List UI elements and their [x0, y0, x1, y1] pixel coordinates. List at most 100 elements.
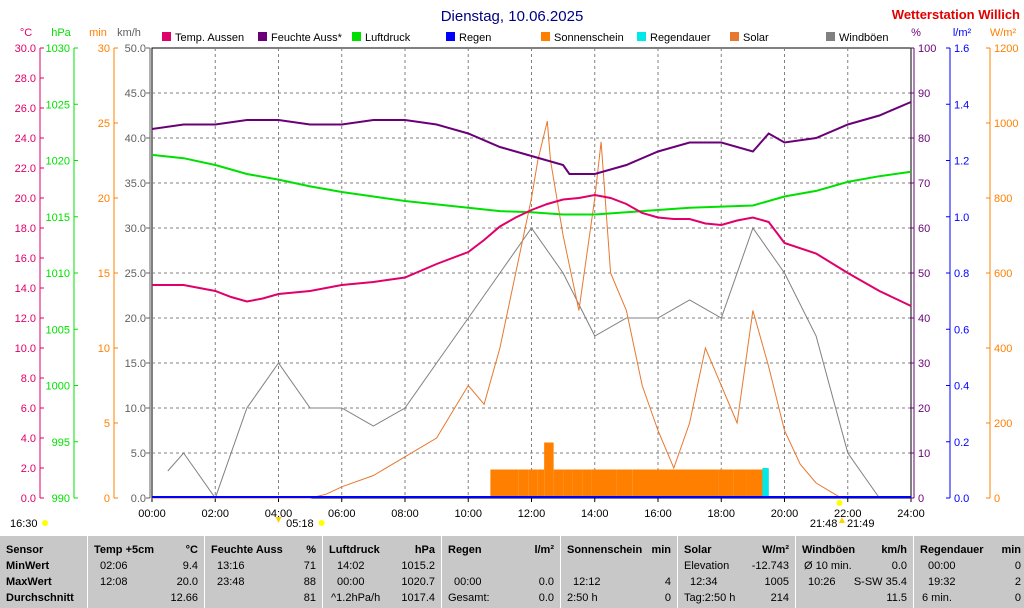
x-tick-label-7: 14:00: [581, 508, 609, 520]
pressure-tick-label-3: 1005: [46, 324, 70, 336]
temp-tick-label-13: 26.0: [15, 103, 36, 115]
stats-pressure-max-time: 00:00: [337, 576, 365, 588]
pressure-tick-label-1: 995: [52, 437, 70, 449]
wind-tick-label-7: 35.0: [125, 178, 146, 190]
humidity-tick-label-5: 50: [918, 268, 930, 280]
temp-tick-label-9: 18.0: [15, 223, 36, 235]
stats-solar-unit: W/m²: [762, 544, 789, 556]
sunshine-bar-2: [528, 469, 538, 498]
humidity-series: [151, 101, 912, 175]
pressure-tick-label-7: 1025: [46, 99, 70, 111]
stats-wind-avg10-label: Ø 10 min.: [804, 560, 852, 572]
temp-tick-label-11: 22.0: [15, 163, 36, 175]
x-tick-label-0: 00:00: [138, 508, 166, 520]
x-tick-label-9: 18:00: [707, 508, 735, 520]
minutes-tick-label-6: 30: [98, 43, 110, 55]
stats-solar-col: Solar W/m² Elevation -12.743 12:34 1005 …: [677, 536, 795, 608]
wind-tick-label-6: 30.0: [125, 223, 146, 235]
rain-tick-label-7: 1.4: [954, 99, 969, 111]
sunshine-bar-5: [553, 469, 564, 498]
x-tick-label-11: 22:00: [834, 508, 862, 520]
temp-tick-label-7: 14.0: [15, 283, 36, 295]
x-tick-label-4: 08:00: [391, 508, 419, 520]
wind-tick-label-8: 40.0: [125, 133, 146, 145]
rain-unit-label: l/m²: [953, 27, 972, 39]
minutes-tick-label-3: 15: [98, 268, 110, 280]
legend-swatch-5: [637, 32, 646, 41]
solar-series: [152, 120, 842, 499]
sunshine-bar-1: [518, 469, 529, 498]
legend-swatch-7: [826, 32, 835, 41]
solar-tick-label-6: 1200: [994, 43, 1018, 55]
legend-swatch-0: [162, 32, 171, 41]
chart-title: Dienstag, 10.06.2025: [441, 8, 584, 25]
stats-rainduration-col: Regendauer min 00:00 0 19:32 2 6 min. 0: [913, 536, 1024, 608]
stats-wind-header: Windböen: [802, 544, 856, 556]
stats-pressure-max-value: 1020.7: [401, 576, 435, 588]
rainduration-bar-1: [765, 468, 769, 498]
stats-rain-total-label: Gesamt:: [448, 592, 490, 604]
minutes-tick-label-0: 0: [104, 493, 110, 505]
rain-tick-label-1: 0.2: [954, 437, 969, 449]
sunshine-bar-7: [572, 469, 583, 498]
stats-solar-day: Tag:2:50 h: [684, 592, 736, 604]
temp-tick-label-15: 30.0: [15, 43, 36, 55]
stats-wind-col: Windböen km/h Ø 10 min. 0.0 10:26 S-SW 3…: [795, 536, 913, 608]
sunshine-bar-3: [537, 469, 545, 498]
sunshine-bar-10: [616, 469, 633, 498]
x-tick-label-2: 04:00: [265, 508, 293, 520]
humidity-unit-label: %: [911, 27, 921, 39]
stats-pressure-col: Luftdruck hPa 14:02 1015.2 00:00 1020.7 …: [322, 536, 441, 608]
humidity-tick-label-7: 70: [918, 178, 930, 190]
legend-label-4: Sonnenschein: [554, 32, 624, 44]
temp-tick-label-0: 0.0: [21, 493, 36, 505]
sunshine-bar-4: [544, 442, 554, 498]
stats-solar-elevation-value: -12.743: [751, 560, 789, 572]
stats-wind-max-time: 10:26: [808, 576, 836, 588]
stats-rain-max-value: 0.0: [538, 576, 554, 588]
solar-tick-label-0: 0: [994, 493, 1000, 505]
stats-sunshine-total: 2:50 h: [567, 592, 598, 604]
stats-rainduration-min-value: 0: [1014, 560, 1021, 572]
x-tick-label-3: 06:00: [328, 508, 356, 520]
stats-pressure-min-value: 1015.2: [401, 560, 435, 572]
stats-label-max: MaxWert: [6, 576, 52, 588]
solar-unit-label: W/m²: [990, 27, 1017, 39]
rainduration-bar-0: [762, 468, 766, 498]
stats-label-avg: Durchschnitt: [6, 592, 74, 604]
dusk-time: 21:49: [847, 518, 875, 530]
rain-tick-label-0: 0.0: [954, 493, 969, 505]
x-tick-label-12: 24:00: [897, 508, 925, 520]
x-tick-label-6: 12:00: [518, 508, 546, 520]
wind-unit-label: km/h: [117, 27, 141, 39]
wind-tick-label-5: 25.0: [125, 268, 146, 280]
humidity-tick-label-9: 90: [918, 88, 930, 100]
stats-pressure-avg-value: 1017.4: [401, 592, 435, 604]
sunshine-bar-11: [632, 469, 719, 498]
wind-tick-label-3: 15.0: [125, 358, 146, 370]
solar-tick-label-3: 600: [994, 268, 1012, 280]
temp-tick-label-14: 28.0: [15, 73, 36, 85]
stats-rainduration-min-time: 00:00: [928, 560, 956, 572]
pressure-tick-label-4: 1010: [46, 268, 70, 280]
stats-rain-total-value: 0.0: [538, 592, 554, 604]
humidity-tick-label-3: 30: [918, 358, 930, 370]
stats-humidity-avg-value: 81: [303, 592, 316, 604]
stats-rainduration-header: Regendauer: [920, 544, 984, 556]
stats-pressure-min-time: 14:02: [337, 560, 365, 572]
rain-tick-label-4: 0.8: [954, 268, 969, 280]
pressure-series: [151, 153, 912, 216]
stats-temp-header: Temp +5cm: [94, 544, 155, 556]
humidity-tick-label-1: 10: [918, 448, 930, 460]
station-name: Wetterstation Willich: [892, 7, 1020, 22]
sunshine-bar-12: [718, 469, 734, 498]
legend-swatch-6: [730, 32, 739, 41]
humidity-tick-label-8: 80: [918, 133, 930, 145]
wind-tick-label-0: 0.0: [131, 493, 146, 505]
stats-pressure-header: Luftdruck: [329, 544, 380, 556]
sunshine-bar-9: [591, 469, 617, 498]
stats-sunshine-header: Sonnenschein: [567, 544, 643, 556]
stats-temp-min-value: 9.4: [182, 560, 198, 572]
legend-label-7: Windböen: [839, 32, 889, 44]
temp-tick-label-12: 24.0: [15, 133, 36, 145]
